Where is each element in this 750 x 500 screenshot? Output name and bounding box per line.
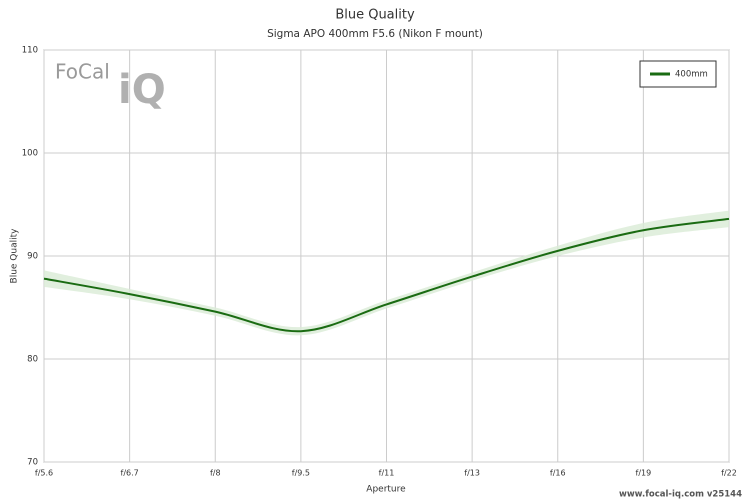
y-tick-label: 70 — [27, 458, 38, 468]
x-tick-label: f/13 — [464, 469, 480, 478]
footer: www.focal-iq.com v25144 — [619, 490, 742, 500]
confidence-band — [44, 210, 729, 336]
x-tick-label: f/5.6 — [35, 469, 53, 478]
x-tick-label: f/16 — [550, 469, 566, 478]
data-line — [43, 217, 730, 333]
x-tick-label: f/11 — [379, 469, 395, 478]
y-tick-label: 80 — [27, 355, 38, 365]
x-tick-label: f/22 — [721, 469, 737, 478]
x-tick-label: f/6.7 — [121, 469, 139, 478]
x-axis-label: Aperture — [366, 485, 406, 495]
y-axis-label: Blue Quality — [10, 228, 20, 284]
chart-subtitle: Sigma APO 400mm F5.6 (Nikon F mount) — [267, 28, 483, 40]
legend-label: 400mm — [675, 70, 708, 80]
y-tick-label: 100 — [22, 149, 38, 159]
y-tick-label: 90 — [27, 252, 38, 262]
x-tick-label: f/9.5 — [292, 469, 310, 478]
x-tick-label: f/19 — [636, 469, 652, 478]
y-tick-label: 110 — [22, 46, 38, 56]
logo-brand: FoCal — [55, 60, 110, 84]
logo-mark: iQ — [118, 67, 166, 113]
legend-box — [639, 60, 717, 88]
x-tick-label: f/8 — [210, 469, 221, 478]
chart-title: Blue Quality — [335, 8, 415, 23]
